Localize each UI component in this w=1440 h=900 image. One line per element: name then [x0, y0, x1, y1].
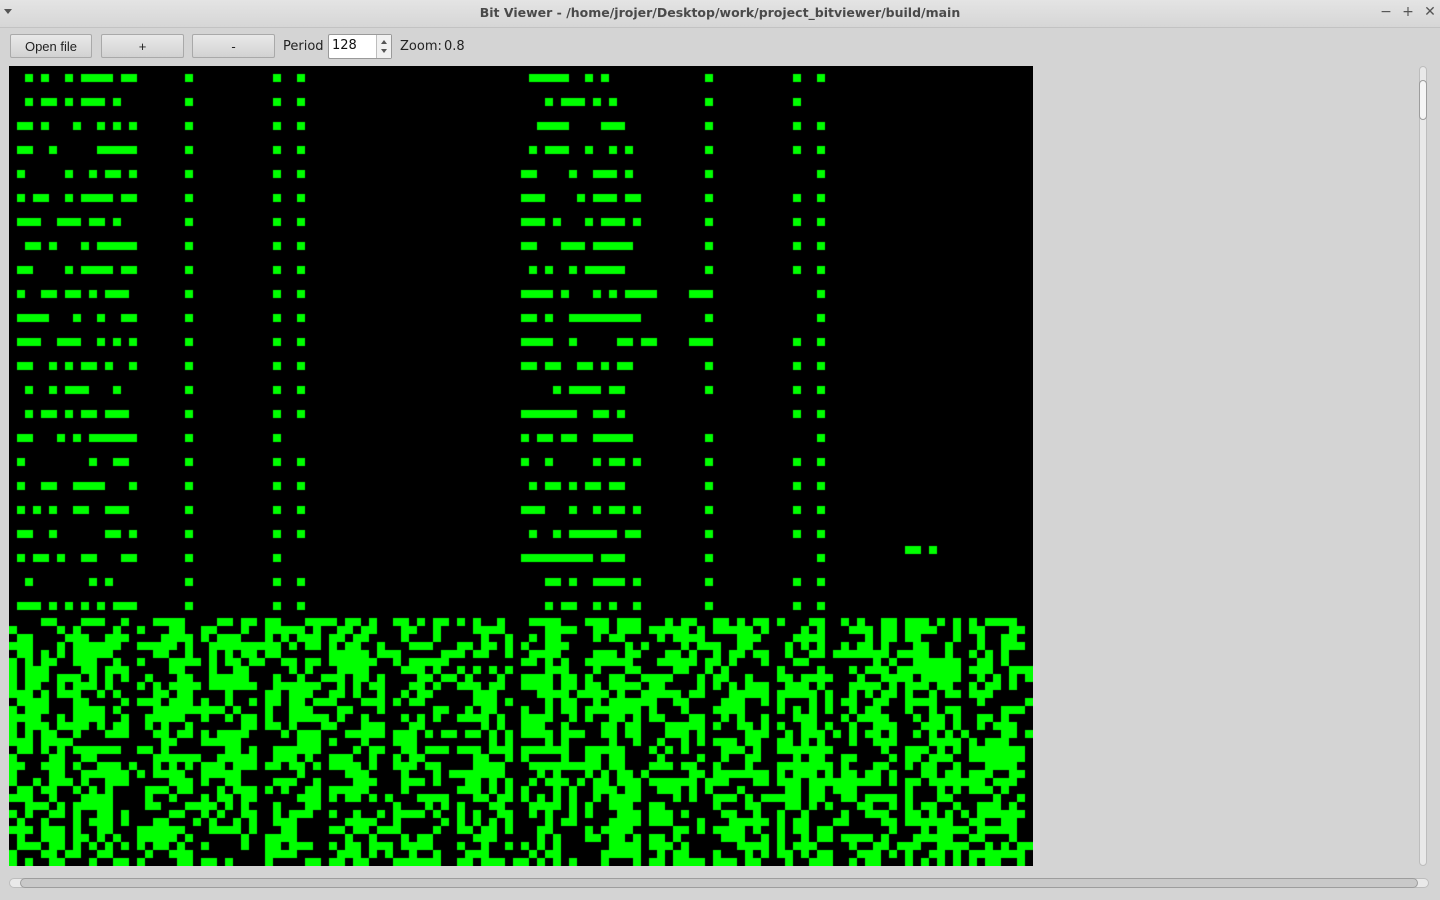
close-icon[interactable]: ✕: [1424, 4, 1436, 20]
minimize-icon[interactable]: −: [1380, 4, 1392, 20]
vertical-scrollbar[interactable]: [1417, 66, 1429, 866]
period-input[interactable]: 128: [332, 38, 357, 53]
window-title: Bit Viewer - /home/jrojer/Desktop/work/p…: [479, 5, 961, 20]
horizontal-scroll-thumb[interactable]: [20, 878, 1418, 888]
period-stepper[interactable]: [376, 35, 391, 58]
maximize-icon[interactable]: +: [1402, 4, 1414, 20]
horizontal-scrollbar[interactable]: [9, 877, 1429, 889]
period-label: Period: [283, 39, 324, 54]
toolbar: Open file + - Period 128 Zoom: 0.8: [0, 28, 1440, 64]
bit-canvas[interactable]: [9, 66, 1033, 866]
window-menu-icon[interactable]: [4, 9, 12, 14]
zoom-value: 0.8: [444, 39, 465, 54]
vertical-scroll-thumb[interactable]: [1419, 80, 1427, 120]
chevron-down-icon[interactable]: [381, 49, 387, 53]
chevron-up-icon[interactable]: [381, 40, 387, 44]
title-bar: Bit Viewer - /home/jrojer/Desktop/work/p…: [0, 0, 1440, 28]
zoom-out-button[interactable]: -: [192, 34, 275, 58]
zoom-in-button[interactable]: +: [101, 34, 184, 58]
bitmap-viewport[interactable]: [9, 66, 1417, 866]
period-spinbox[interactable]: 128: [328, 34, 392, 59]
zoom-label: Zoom:: [400, 39, 442, 54]
vertical-scroll-track[interactable]: [1419, 66, 1427, 866]
open-file-button[interactable]: Open file: [10, 34, 92, 58]
